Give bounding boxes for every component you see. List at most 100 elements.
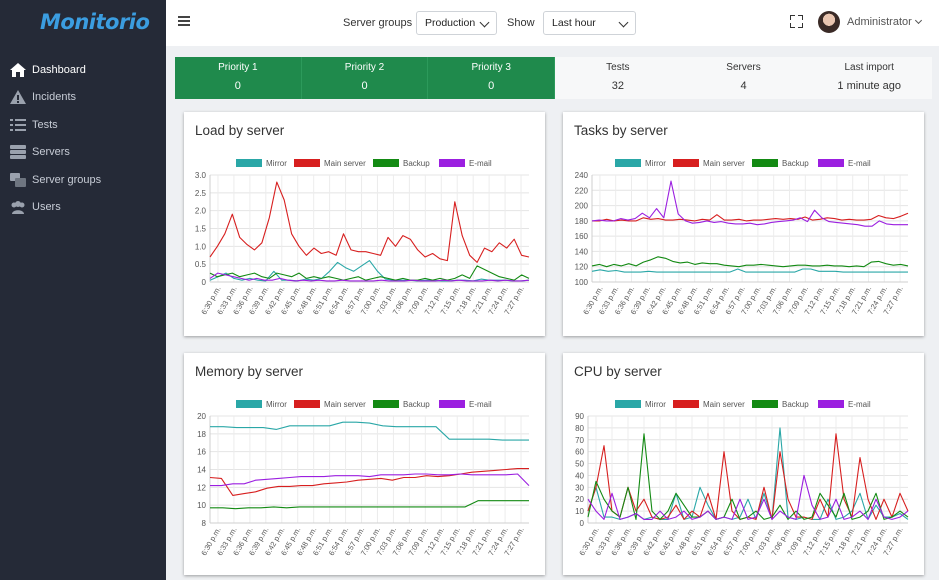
legend-swatch-mirror[interactable] xyxy=(615,159,641,167)
series-line-e-mail xyxy=(210,473,530,487)
load-chart-card: Load by server 0 0.5 1.0 1.5 2.0 2.5 3.0 6:30 p… xyxy=(184,112,545,336)
legend-swatch-e-mail[interactable] xyxy=(818,159,844,167)
stat-value: 0 xyxy=(488,80,495,92)
fullscreen-icon[interactable] xyxy=(790,15,803,28)
series-line-e-mail xyxy=(591,180,908,227)
y-tick-label: 160 xyxy=(575,232,589,241)
sidebar-nav: Dashboard Incidents Tests Servers Server… xyxy=(0,56,166,221)
y-tick-label: 16 xyxy=(197,448,206,457)
y-tick-label: 100 xyxy=(575,278,589,287)
stat-value: 1 minute ago xyxy=(837,80,901,92)
legend-label-mirror[interactable]: Mirror xyxy=(266,159,287,168)
memory-chart-card: Memory by server 8 10 12 14 16 18 20 6:30 p.m. 6… xyxy=(184,353,545,575)
legend-label-backup[interactable]: Backup xyxy=(403,159,430,168)
chevron-down-icon[interactable] xyxy=(914,16,923,25)
legend-swatch-backup[interactable] xyxy=(752,400,778,408)
stat-label: Priority 3 xyxy=(471,62,511,73)
sidebar-item-server-groups[interactable]: Server groups xyxy=(0,166,166,194)
legend-swatch-e-mail[interactable] xyxy=(439,159,465,167)
show-select[interactable]: Last hour xyxy=(543,11,636,35)
server-groups-select[interactable]: Production xyxy=(416,11,497,35)
stat-label: Priority 1 xyxy=(218,62,258,73)
sidebar-item-label: Dashboard xyxy=(32,63,86,76)
chevron-down-icon xyxy=(618,17,629,28)
legend-label-backup[interactable]: Backup xyxy=(782,400,809,409)
series-line-main-server xyxy=(209,181,530,263)
chart-title: Load by server xyxy=(195,123,285,138)
y-tick-label: 2.5 xyxy=(195,189,207,198)
series-line-mirror xyxy=(591,268,908,273)
sidebar-item-dashboard[interactable]: Dashboard xyxy=(0,56,166,84)
menu-toggle-icon[interactable] xyxy=(178,16,190,26)
avatar[interactable] xyxy=(818,11,840,33)
stat-label: Tests xyxy=(606,62,630,73)
stat-last-import: Last import 1 minute ago xyxy=(806,57,933,99)
legend-swatch-e-mail[interactable] xyxy=(818,400,844,408)
series-line-main-server xyxy=(209,468,529,496)
sidebar-item-servers[interactable]: Servers xyxy=(0,139,166,167)
stat-label: Servers xyxy=(726,62,761,73)
sidebar-item-label: Servers xyxy=(32,146,70,159)
series-line-mirror xyxy=(587,427,909,520)
y-tick-label: 200 xyxy=(575,202,589,211)
legend-label-e-mail[interactable]: E-mail xyxy=(469,159,492,168)
sidebar-item-users[interactable]: Users xyxy=(0,194,166,222)
server-groups-label: Server groups xyxy=(343,17,413,29)
app-logo[interactable]: Monitorio xyxy=(40,10,150,34)
sidebar-item-label: Tests xyxy=(32,118,58,131)
y-tick-label: 10 xyxy=(197,501,206,510)
sidebar-item-tests[interactable]: Tests xyxy=(0,111,166,139)
series-line-backup xyxy=(591,256,909,268)
warning-icon xyxy=(10,90,26,105)
y-tick-label: 0.5 xyxy=(195,260,207,269)
legend-swatch-mirror[interactable] xyxy=(236,400,262,408)
legend-swatch-mirror[interactable] xyxy=(615,400,641,408)
y-tick-label: 40 xyxy=(575,471,584,480)
y-tick-label: 0 xyxy=(580,519,585,528)
legend-label-main-server[interactable]: Main server xyxy=(703,159,745,168)
legend-label-mirror[interactable]: Mirror xyxy=(645,159,666,168)
legend-swatch-main-server[interactable] xyxy=(294,159,320,167)
y-tick-label: 2.0 xyxy=(195,207,207,216)
legend-label-main-server[interactable]: Main server xyxy=(703,400,745,409)
y-tick-label: 50 xyxy=(575,460,584,469)
y-tick-label: 120 xyxy=(575,263,589,272)
legend-swatch-backup[interactable] xyxy=(373,159,399,167)
sidebar-item-label: Server groups xyxy=(32,173,102,186)
stat-value: 32 xyxy=(611,80,624,92)
sidebar-item-incidents[interactable]: Incidents xyxy=(0,84,166,112)
stat-servers: Servers 4 xyxy=(680,57,807,99)
legend-swatch-mirror[interactable] xyxy=(236,159,262,167)
home-icon xyxy=(10,62,26,77)
chart-title: CPU by server xyxy=(574,364,662,379)
legend-swatch-main-server[interactable] xyxy=(673,159,699,167)
chevron-down-icon xyxy=(479,17,490,28)
legend-label-mirror[interactable]: Mirror xyxy=(266,400,287,409)
y-tick-label: 14 xyxy=(197,466,206,475)
y-tick-label: 70 xyxy=(575,436,584,445)
legend-label-mirror[interactable]: Mirror xyxy=(645,400,666,409)
users-icon xyxy=(11,201,25,215)
legend-label-e-mail[interactable]: E-mail xyxy=(469,400,492,409)
stat-priority-3: Priority 3 0 xyxy=(428,57,556,99)
legend-label-backup[interactable]: Backup xyxy=(403,400,430,409)
legend-label-main-server[interactable]: Main server xyxy=(324,159,366,168)
legend-swatch-main-server[interactable] xyxy=(673,400,699,408)
legend-swatch-e-mail[interactable] xyxy=(439,400,465,408)
chart-title: Memory by server xyxy=(195,364,304,379)
legend-swatch-main-server[interactable] xyxy=(294,400,320,408)
y-tick-label: 80 xyxy=(575,424,584,433)
list-icon xyxy=(10,118,26,131)
legend-label-e-mail[interactable]: E-mail xyxy=(848,159,871,168)
sidebar-item-label: Users xyxy=(32,201,61,214)
user-name[interactable]: Administrator xyxy=(847,16,912,28)
legend-label-main-server[interactable]: Main server xyxy=(324,400,366,409)
legend-swatch-backup[interactable] xyxy=(752,159,778,167)
server-group-icon xyxy=(10,172,26,187)
chart-title: Tasks by server xyxy=(574,123,668,138)
legend-label-backup[interactable]: Backup xyxy=(782,159,809,168)
legend-swatch-backup[interactable] xyxy=(373,400,399,408)
legend-label-e-mail[interactable]: E-mail xyxy=(848,400,871,409)
